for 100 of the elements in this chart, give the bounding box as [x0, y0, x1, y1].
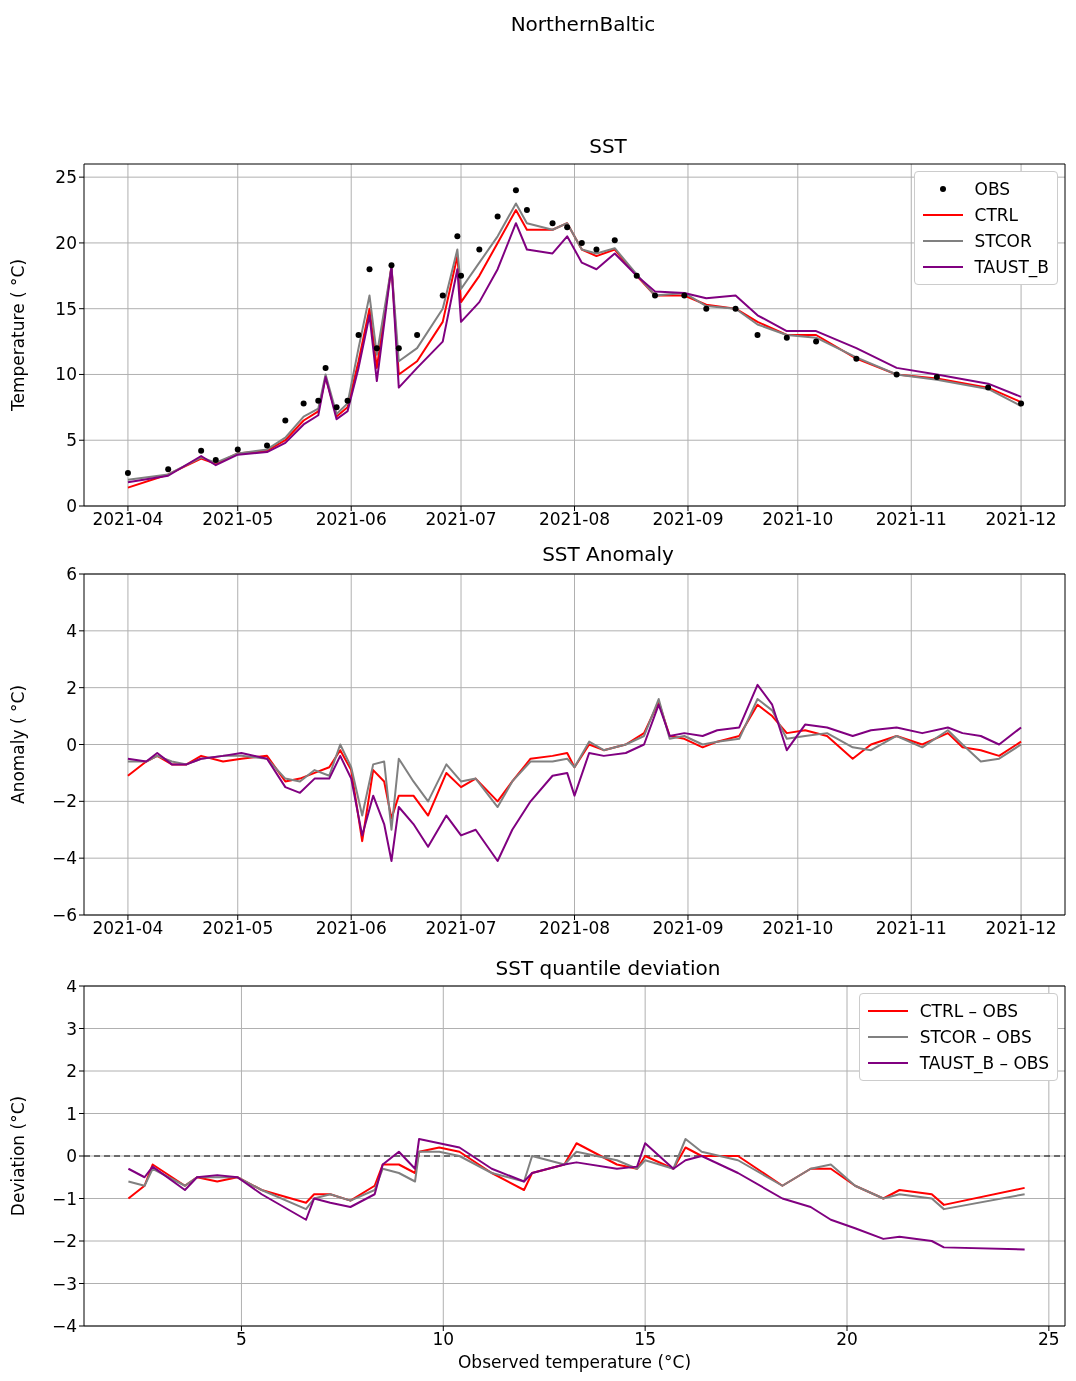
- legend-label: STCOR: [974, 230, 1032, 253]
- x-tick-label: 5: [236, 1329, 247, 1350]
- x-tick-label: 2021-10: [762, 918, 834, 939]
- point: [414, 332, 421, 338]
- point: [388, 262, 395, 269]
- point: [1018, 400, 1025, 407]
- y-tick-label: 2: [66, 677, 77, 698]
- y-tick-label: −4: [51, 848, 77, 869]
- point: [732, 305, 739, 312]
- point: [355, 332, 362, 338]
- point: [458, 272, 465, 279]
- text: NorthernBaltic: [509, 12, 657, 36]
- x-tick-label: 2021-12: [985, 918, 1057, 939]
- y-tick-label: −2: [51, 1231, 77, 1252]
- x-tick-label: 10: [432, 1329, 455, 1350]
- chart-title: SST quantile deviation: [495, 956, 721, 980]
- point: [366, 266, 373, 273]
- point: [395, 345, 402, 352]
- x-tick-label: 2021-12: [985, 509, 1057, 530]
- point: [652, 292, 659, 299]
- point: [578, 239, 585, 246]
- point: [523, 207, 530, 214]
- legend-label: TAUST_B – OBS: [919, 1052, 1049, 1076]
- y-tick-label: 1: [66, 1103, 77, 1124]
- y-tick-label: 2: [66, 1061, 77, 1082]
- legend-label: TAUST_B: [974, 256, 1049, 280]
- x-tick-label: 2021-06: [315, 509, 387, 530]
- chart-title: SST: [589, 134, 627, 158]
- y-tick-label: −1: [51, 1188, 77, 1209]
- point: [454, 233, 461, 240]
- x-tick-label: 2021-05: [202, 918, 274, 939]
- y-axis-title: Deviation (°C): [8, 1095, 29, 1217]
- point: [813, 338, 820, 345]
- point: [264, 442, 271, 449]
- point: [611, 237, 618, 244]
- point: [512, 187, 519, 194]
- y-tick-label: 0: [66, 734, 77, 755]
- point: [333, 404, 340, 411]
- legend-label: CTRL: [974, 204, 1019, 227]
- point: [783, 334, 790, 341]
- x-tick-label: 2021-08: [538, 918, 611, 939]
- x-tick-label: 15: [634, 1329, 656, 1350]
- y-tick-label: 5: [66, 430, 77, 451]
- y-tick-label: 6: [66, 564, 77, 585]
- x-axis-title: Observed temperature (°C): [457, 1352, 692, 1372]
- point: [893, 371, 900, 378]
- point: [282, 417, 289, 424]
- point: [853, 355, 860, 362]
- point: [494, 213, 501, 220]
- y-axis-title: Anomaly ( °C): [8, 684, 29, 805]
- point: [344, 397, 351, 404]
- legend-label: OBS: [974, 178, 1011, 201]
- point: [681, 292, 688, 299]
- y-tick-label: −2: [51, 791, 77, 812]
- point: [165, 466, 172, 473]
- point: [315, 397, 322, 404]
- x-tick-label: 2021-07: [425, 918, 497, 939]
- x-tick-label: 2021-08: [538, 509, 611, 530]
- x-tick-label: 2021-09: [652, 509, 724, 530]
- point: [234, 446, 241, 453]
- y-tick-label: 15: [55, 298, 77, 319]
- y-tick-label: −6: [51, 905, 77, 926]
- point: [476, 246, 483, 253]
- x-tick-label: 2021-10: [762, 509, 834, 530]
- y-axis-title: Temperature ( °C): [8, 258, 29, 413]
- point: [985, 384, 992, 391]
- x-tick-label: 2021-04: [92, 918, 164, 939]
- legend-label: CTRL – OBS: [919, 1000, 1019, 1023]
- y-tick-label: 0: [66, 1146, 77, 1167]
- y-tick-label: −3: [51, 1273, 77, 1294]
- x-tick-label: 20: [836, 1329, 858, 1350]
- y-tick-label: 4: [66, 976, 77, 997]
- point: [564, 224, 571, 231]
- line-series: [127, 1138, 1026, 1251]
- point: [124, 470, 131, 477]
- x-tick-label: 25: [1038, 1329, 1060, 1350]
- y-tick-label: 3: [66, 1018, 77, 1039]
- x-tick-label: 2021-04: [92, 509, 164, 530]
- x-tick-label: 2021-11: [875, 509, 947, 530]
- point: [549, 220, 556, 227]
- point: [198, 447, 205, 454]
- chart-title: SST Anomaly: [542, 542, 674, 566]
- y-tick-label: 0: [66, 496, 77, 517]
- point: [322, 364, 329, 371]
- y-tick-label: 10: [55, 364, 77, 385]
- point: [300, 400, 307, 407]
- x-tick-label: 2021-09: [652, 918, 724, 939]
- x-tick-label: 2021-05: [202, 509, 274, 530]
- y-tick-label: 25: [55, 167, 77, 188]
- y-tick-label: −4: [51, 1316, 77, 1337]
- point: [373, 345, 380, 352]
- y-tick-label: 4: [66, 620, 77, 641]
- point: [439, 292, 446, 299]
- point: [754, 332, 761, 338]
- line-series: [126, 683, 1023, 863]
- point: [933, 374, 940, 381]
- point: [633, 272, 640, 279]
- legend-label: STCOR – OBS: [919, 1026, 1032, 1049]
- x-tick-label: 2021-11: [875, 918, 947, 939]
- point: [593, 246, 600, 253]
